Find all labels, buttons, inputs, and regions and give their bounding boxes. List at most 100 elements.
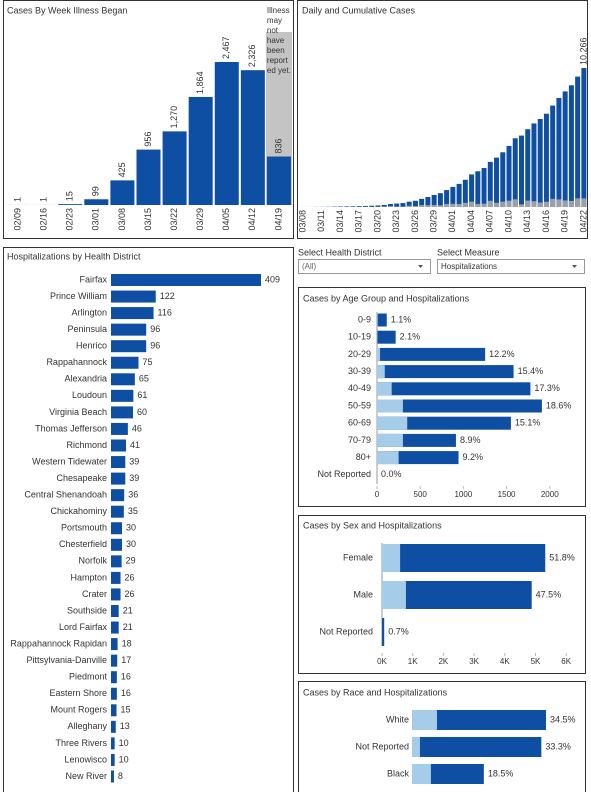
- row-label: Central Shenandoah: [24, 490, 107, 500]
- row-label: Southside: [67, 605, 107, 615]
- bar: [394, 203, 400, 207]
- row-label: 30-39: [348, 366, 371, 376]
- chart-title: Cases by Race and Hospitalizations: [303, 687, 448, 697]
- bar: [494, 157, 500, 207]
- bar: [58, 204, 83, 205]
- bar: [450, 186, 456, 207]
- bar: [111, 538, 123, 551]
- row-label: Lord Fairfax: [59, 622, 108, 632]
- x-tick-label: 02/23: [65, 208, 75, 231]
- row-label: Alexandria: [64, 374, 107, 384]
- bar: [456, 203, 462, 207]
- bar: [525, 129, 531, 207]
- bar: [111, 704, 117, 717]
- bar: [562, 200, 568, 207]
- bar: [387, 204, 393, 207]
- data-label: 21: [123, 605, 133, 615]
- bar: [568, 200, 574, 207]
- dropdown-value[interactable]: (All): [302, 262, 317, 271]
- dropdown-value[interactable]: Hospitalizations: [441, 262, 497, 271]
- dropdown-arrow[interactable]: [418, 265, 423, 268]
- bar: [111, 323, 147, 336]
- bar: [412, 737, 420, 757]
- x-tick-label: 4K: [500, 657, 510, 666]
- chart-title: Daily and Cumulative Cases: [302, 5, 416, 15]
- bar: [111, 389, 134, 402]
- bar: [377, 330, 396, 344]
- row-label: Henrico: [76, 341, 107, 351]
- x-tick-label: 04/07: [485, 210, 495, 233]
- bar: [188, 96, 213, 205]
- data-label: 39: [129, 456, 139, 466]
- x-tick-label: 03/14: [335, 210, 345, 233]
- bar: [382, 544, 401, 572]
- bar: [487, 200, 493, 207]
- bar: [550, 105, 556, 207]
- data-label: 15: [121, 705, 131, 715]
- bar: [363, 205, 369, 207]
- data-label: 10,266: [578, 37, 588, 65]
- data-label: 12.2%: [489, 349, 515, 359]
- row-label: 0-9: [358, 314, 371, 324]
- data-label: 60: [137, 407, 147, 417]
- bar: [382, 581, 406, 609]
- row-label: Three Rivers: [55, 738, 107, 748]
- x-tick-label: 03/29: [195, 208, 205, 231]
- data-label: 99: [91, 186, 101, 196]
- dropdown-arrow[interactable]: [572, 265, 577, 268]
- row-label: Norfolk: [78, 556, 107, 566]
- bar: [487, 161, 493, 207]
- row-label: Virginia Beach: [49, 407, 107, 417]
- data-label: 836: [273, 139, 283, 154]
- bar: [377, 382, 392, 396]
- x-tick-label: 03/08: [297, 210, 307, 233]
- x-tick-label: 03/08: [117, 208, 127, 231]
- row-label: Mount Rogers: [50, 705, 107, 715]
- row-label: Rappahannock Rapidan: [10, 638, 107, 648]
- bar: [111, 472, 126, 485]
- bar: [111, 356, 139, 369]
- bar: [412, 764, 431, 784]
- data-label: 16: [121, 688, 131, 698]
- row-label: Male: [353, 589, 373, 599]
- x-tick-label: 03/26: [410, 210, 420, 233]
- bar: [469, 174, 475, 207]
- x-tick-label: 6K: [561, 657, 571, 666]
- bar: [550, 198, 556, 207]
- row-label: Not Reported: [319, 626, 373, 636]
- bar: [469, 201, 475, 207]
- bar: [214, 62, 239, 205]
- data-label: 17.3%: [534, 383, 560, 393]
- bar: [369, 205, 375, 207]
- dropdown[interactable]: [437, 259, 585, 274]
- bar: [377, 365, 514, 379]
- bar: [111, 621, 119, 634]
- data-label: 1: [12, 197, 22, 202]
- x-tick-label: 03/15: [143, 208, 153, 231]
- bar: [475, 203, 481, 207]
- x-tick-label: 04/04: [466, 210, 476, 233]
- row-label: 70-79: [348, 435, 371, 445]
- bar: [431, 194, 437, 207]
- data-label: 30: [126, 523, 136, 533]
- row-label: Portsmouth: [61, 523, 107, 533]
- x-tick-label: 2000: [541, 490, 559, 499]
- bar: [111, 373, 135, 386]
- x-tick-label: 02/16: [39, 208, 49, 231]
- bar: [111, 456, 126, 469]
- data-label: 122: [160, 291, 175, 301]
- bar: [518, 135, 524, 207]
- data-label: 2,326: [247, 45, 257, 68]
- dropdown[interactable]: [298, 259, 431, 274]
- x-tick-label: 2K: [438, 657, 448, 666]
- row-label: Chesapeake: [56, 473, 107, 483]
- filter-label: Select Measure: [437, 247, 500, 257]
- x-tick-label: 03/11: [316, 210, 326, 232]
- bar: [462, 202, 468, 207]
- bar: [450, 203, 456, 207]
- x-tick-label: 1000: [454, 490, 472, 499]
- data-label: 96: [150, 341, 160, 351]
- bar: [444, 203, 450, 207]
